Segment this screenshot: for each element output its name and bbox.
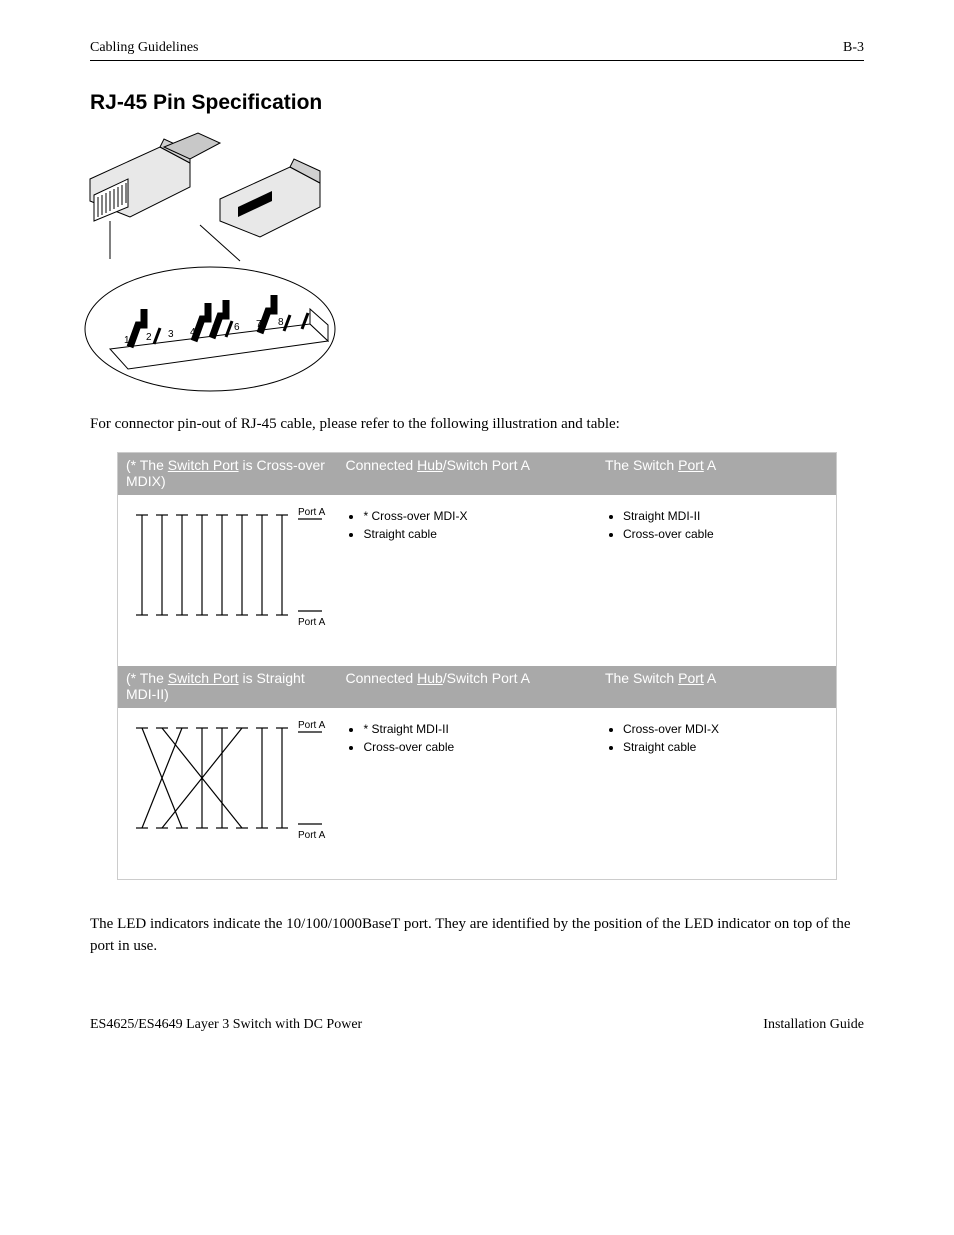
list-item: Cross-over MDI-X: [623, 722, 828, 736]
hdr-a-col3-u: Port: [678, 457, 704, 473]
header-left: Cabling Guidelines: [90, 40, 199, 56]
hdr-b-col2-u: Hub: [417, 670, 443, 686]
list-item: Cross-over cable: [623, 527, 828, 541]
list-item: Straight MDI-II: [623, 509, 828, 523]
diagram-bottom-label: Port A: [298, 617, 326, 628]
section-heading: RJ-45 Pin Specification: [90, 91, 864, 115]
straight-pinout-icon: Port A Port A: [126, 505, 326, 645]
hdr-b-col3-suf: A: [704, 670, 716, 686]
list-item: Straight cable: [623, 740, 828, 754]
footer-left: ES4625/ES4649 Layer 3 Switch with DC Pow…: [90, 1017, 362, 1033]
hdr-a-col2-suf: /Switch Port A: [443, 457, 530, 473]
hdr-a-col3-pre: The Switch: [605, 457, 678, 473]
hdr-b-col1-pre: (* The: [126, 670, 168, 686]
hdr-b-col3-u: Port: [678, 670, 704, 686]
svg-text:8: 8: [278, 317, 284, 328]
svg-text:6: 6: [234, 322, 240, 333]
table-header-a: (* The Switch Port is Cross-over MDIX) C…: [118, 452, 837, 495]
hdr-b-col2-pre: Connected: [345, 670, 417, 686]
svg-text:2: 2: [146, 332, 152, 343]
list-item: * Cross-over MDI-X: [363, 509, 588, 523]
rj45-svg: 1 2 3 4 5 6 7 8: [80, 129, 380, 399]
paragraph-2: The LED indicators indicate the 10/100/1…: [90, 914, 864, 958]
port-list-a: Straight MDI-II Cross-over cable: [605, 509, 828, 541]
hdr-b-col3-pre: The Switch: [605, 670, 678, 686]
hdr-b-col2-suf: /Switch Port A: [443, 670, 530, 686]
running-header: Cabling Guidelines B-3: [90, 40, 864, 56]
hdr-a-col2-pre: Connected: [345, 457, 417, 473]
hdr-a-col3-suf: A: [704, 457, 716, 473]
hdr-a-col1-pre: (* The: [126, 457, 168, 473]
diagram-top-label: Port A: [298, 720, 326, 731]
connected-list-b: * Straight MDI-II Cross-over cable: [345, 722, 588, 754]
connected-list-a: * Cross-over MDI-X Straight cable: [345, 509, 588, 541]
list-item: * Straight MDI-II: [363, 722, 588, 736]
list-item: Cross-over cable: [363, 740, 588, 754]
diagram-bottom-label: Port A: [298, 830, 326, 841]
diagram-top-label: Port A: [298, 507, 326, 518]
port-list-b: Cross-over MDI-X Straight cable: [605, 722, 828, 754]
hdr-b-col1-u: Switch Port: [168, 670, 239, 686]
rj45-figure: 1 2 3 4 5 6 7 8: [80, 129, 864, 404]
footer-right: Installation Guide: [763, 1017, 864, 1033]
table-header-b: (* The Switch Port is Straight MDI-II) C…: [118, 666, 837, 708]
header-rule: [90, 60, 864, 61]
pin-spec-table: (* The Switch Port is Cross-over MDIX) C…: [117, 452, 837, 880]
svg-text:3: 3: [168, 329, 174, 340]
running-footer: ES4625/ES4649 Layer 3 Switch with DC Pow…: [90, 1017, 864, 1033]
cross-pinout-icon: Port A Port A: [126, 718, 326, 858]
list-item: Straight cable: [363, 527, 588, 541]
paragraph-1: For connector pin-out of RJ-45 cable, pl…: [90, 414, 864, 436]
table-row: Port A Port A * Cross-over MDI-X Straigh…: [118, 495, 837, 666]
table-row: Port A Port A * Straight MDI-II Cross-ov…: [118, 708, 837, 880]
header-right: B-3: [843, 40, 864, 56]
hdr-a-col2-u: Hub: [417, 457, 443, 473]
hdr-a-col1-u: Switch Port: [168, 457, 239, 473]
